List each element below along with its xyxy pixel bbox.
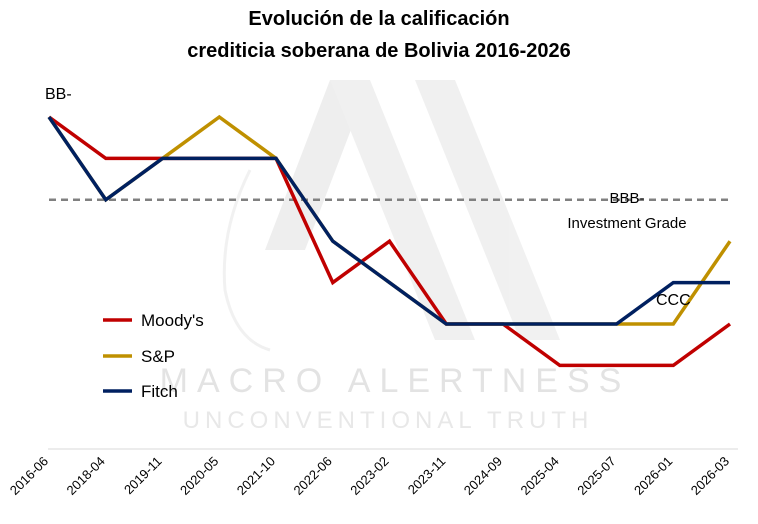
x-tick-label: 2021-10	[234, 454, 278, 498]
x-tick-label: 2019-11	[121, 454, 165, 498]
watermark-text-line-1: MACRO ALERTNESS	[160, 362, 631, 400]
annotation-start-rating: BB-	[45, 86, 72, 103]
x-tick-label: 2016-06	[7, 454, 51, 498]
x-tick-label: 2020-05	[177, 454, 221, 498]
legend-label: S&P	[141, 347, 175, 366]
chart-title-line-1: Evolución de la calificación	[248, 8, 510, 30]
investment-grade-label-1: BBB-	[609, 190, 644, 207]
x-tick-label: 2023-11	[405, 454, 449, 498]
watermark-text-line-2: UNCONVENTIONAL TRUTH	[183, 407, 594, 434]
x-tick-label: 2018-04	[64, 454, 108, 498]
chart-title-line-2: crediticia soberana de Bolivia 2016-2026	[187, 40, 571, 62]
x-tick-label: 2026-01	[631, 454, 675, 498]
x-tick-label: 2026-03	[688, 454, 732, 498]
watermark-logo	[222, 80, 560, 352]
x-tick-label: 2025-07	[574, 454, 618, 498]
x-tick-label: 2024-09	[461, 454, 505, 498]
x-tick-label: 2023-02	[347, 454, 391, 498]
legend-label: Fitch	[141, 382, 178, 401]
annotation-fitch-rating: CCC	[656, 292, 691, 309]
x-tick-label: 2022-06	[291, 454, 335, 498]
series-line-fitch	[47, 116, 730, 326]
investment-grade-label-2: Investment Grade	[567, 215, 686, 232]
legend-label: Moody's	[141, 311, 204, 330]
x-tick-label: 2025-04	[518, 454, 562, 498]
